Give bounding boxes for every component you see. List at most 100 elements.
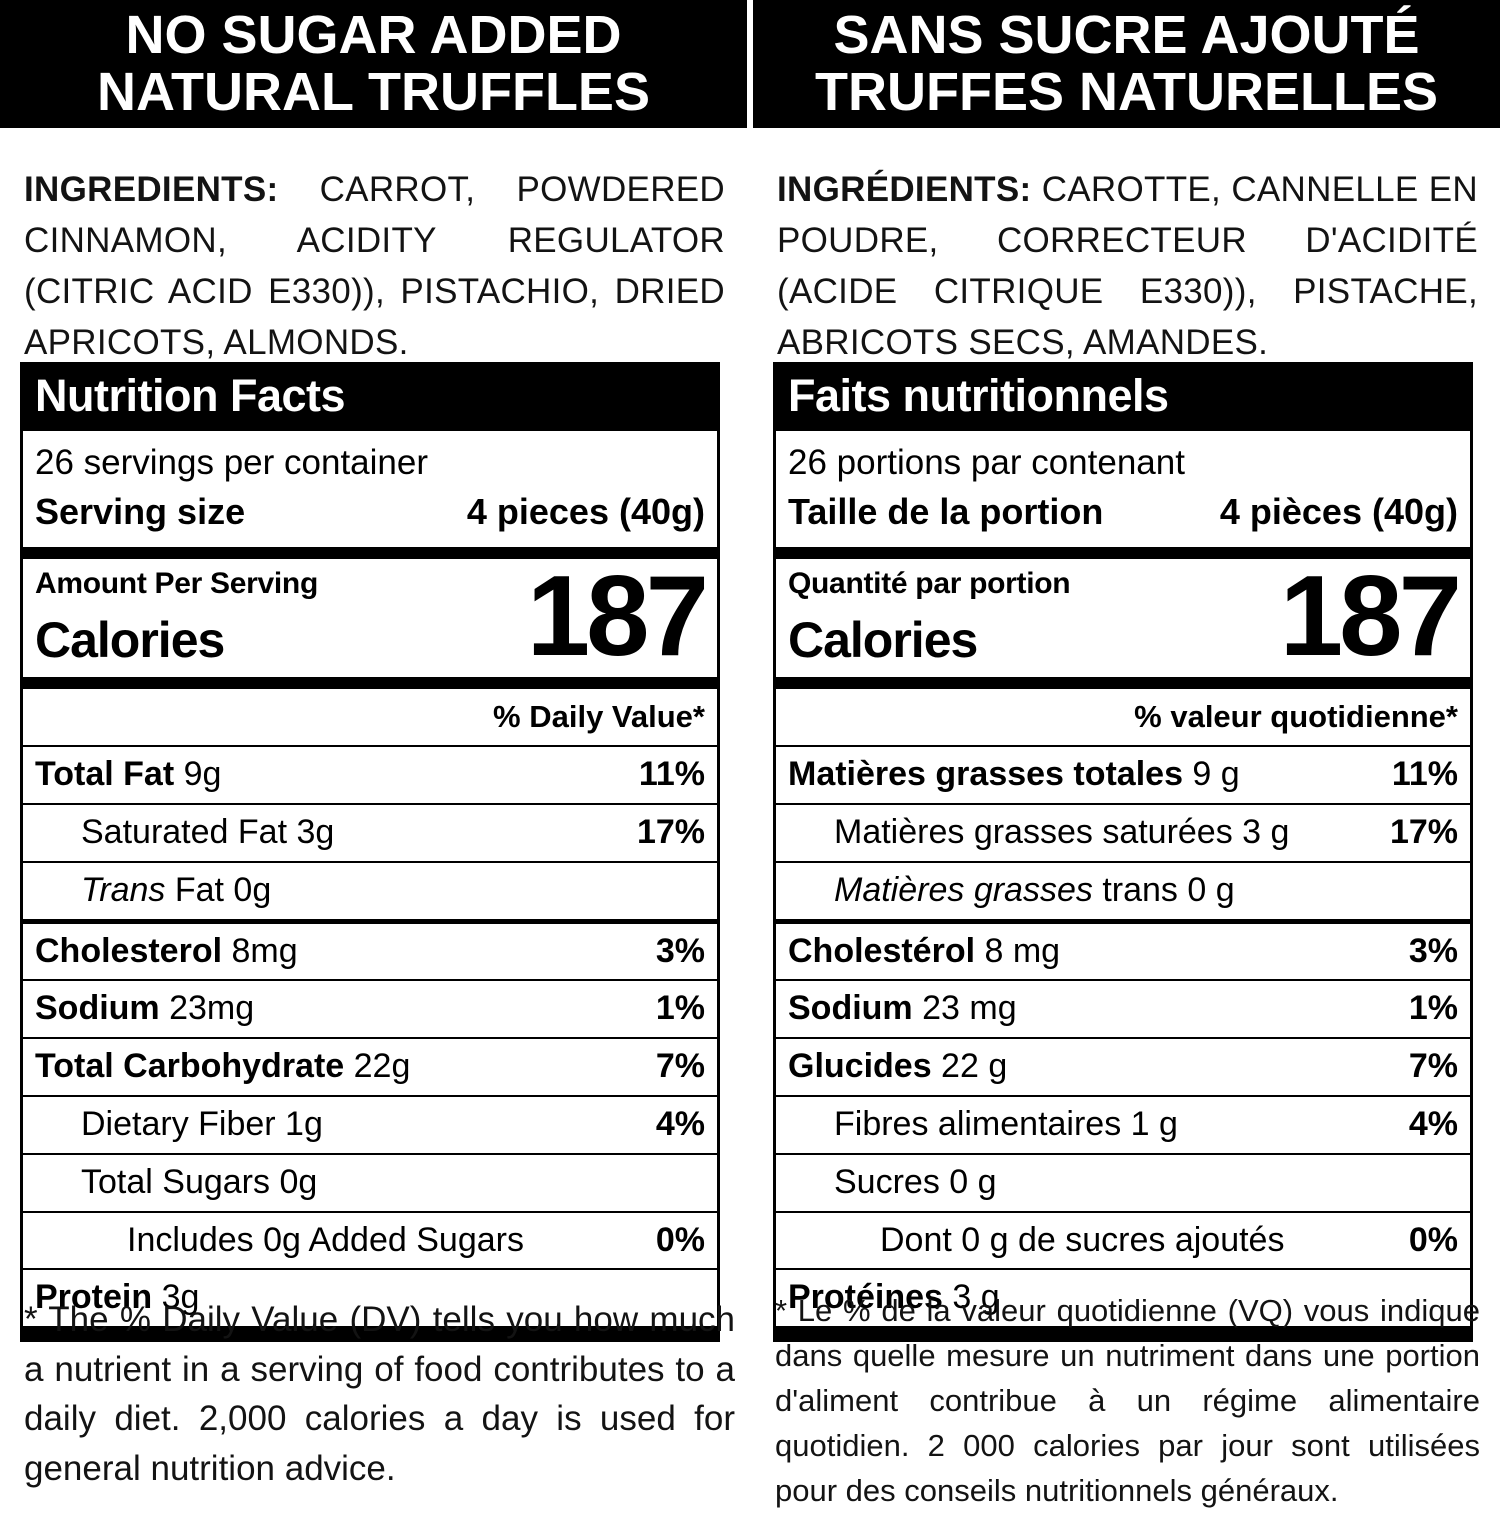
divider-bar	[776, 677, 1470, 690]
panel-bottom-bar	[23, 1326, 717, 1340]
ingredients-label: INGRÉDIENTS:	[777, 170, 1032, 209]
nutrient-percent: 3%	[1408, 931, 1458, 970]
nutrition-facts-panel-fr: Faits nutritionnels 26 portions par cont…	[773, 362, 1473, 1343]
ingredients-text: CAROTTE, CANNELLE EN POUDRE, CORRECTEUR …	[777, 170, 1478, 363]
nutrient-name-bold: Protéines	[788, 1278, 943, 1317]
nutrient-row-added-sugars: Includes 0g Added Sugars 0%	[23, 1210, 717, 1269]
nutrient-name: 9g	[174, 755, 222, 794]
calories-value: 187	[526, 553, 709, 680]
calories-label: Calories	[788, 612, 978, 668]
banner-line1: NO SUGAR ADDED	[125, 4, 622, 65]
amount-per-serving-label: Amount Per Serving	[35, 567, 318, 600]
nutrient-name: Dietary Fiber 1g	[81, 1105, 323, 1144]
nutrient-name: Fat 0g	[165, 870, 272, 909]
nutrient-name-bold: Matières grasses totales	[788, 755, 1183, 794]
nutrient-row-trans-fat-fr: Matières grasses trans 0 g	[776, 860, 1470, 919]
nutrient-row-protein-fr: Protéines 3 g	[776, 1268, 1470, 1326]
nutrient-name: Saturated Fat 3g	[81, 813, 335, 852]
banner-line1: SANS SUCRE AJOUTÉ	[833, 4, 1420, 65]
french-column: SANS SUCRE AJOUTÉ TRUFFES NATURELLES ING…	[753, 0, 1500, 1508]
nutrient-name-italic: Trans	[81, 870, 166, 909]
nutrient-name: Includes 0g Added Sugars	[127, 1220, 524, 1259]
serving-size-row: Serving size 4 pieces (40g)	[23, 483, 717, 547]
nutrient-name: 3g	[152, 1278, 200, 1317]
calories-value: 187	[1279, 553, 1462, 680]
divider-bar	[23, 677, 717, 690]
nutrient-name-bold: Protein	[35, 1278, 153, 1317]
banner-line2: TRUFFES NATURELLES	[815, 62, 1438, 122]
product-banner-en: NO SUGAR ADDED NATURAL TRUFFLES	[0, 0, 747, 128]
nutrient-name: 3 g	[942, 1278, 1000, 1317]
nutrient-name-bold: Sodium	[788, 989, 913, 1028]
daily-value-footnote-fr: * Le % de la valeur quotidienne (VQ) vou…	[775, 1293, 1480, 1508]
nutrient-name: 9 g	[1182, 755, 1240, 794]
ingredients-paragraph-fr: INGRÉDIENTS: CAROTTE, CANNELLE EN POUDRE…	[777, 164, 1478, 368]
serving-size-value: 4 pieces (40g)	[466, 491, 705, 532]
nutrient-row-total-fat: Total Fat 9g 11%	[23, 745, 717, 803]
ingredients-label: INGREDIENTS:	[24, 170, 279, 209]
nutrient-row-added-sugars-fr: Dont 0 g de sucres ajoutés 0%	[776, 1210, 1470, 1269]
nutrient-percent: 3%	[655, 931, 705, 970]
nutrient-row-total-sugars-fr: Sucres 0 g	[776, 1152, 1470, 1211]
nutrient-row-total-sugars: Total Sugars 0g	[23, 1152, 717, 1211]
nutrient-name: Sucres 0 g	[834, 1162, 997, 1201]
product-banner-fr: SANS SUCRE AJOUTÉ TRUFFES NATURELLES	[753, 0, 1500, 128]
nutrient-name-bold: Cholestérol	[788, 931, 976, 970]
servings-per-container: 26 portions par contenant	[788, 443, 1185, 482]
nutrient-percent: 1%	[1408, 989, 1458, 1028]
nutrient-name: 8mg	[222, 931, 298, 970]
nutrient-name: 23mg	[159, 989, 255, 1028]
servings-per-container: 26 servings per container	[35, 443, 428, 482]
serving-size-value: 4 pièces (40g)	[1219, 491, 1458, 532]
nutrient-row-trans-fat: Trans Fat 0g	[23, 860, 717, 919]
nutrient-row-dietary-fiber-fr: Fibres alimentaires 1 g 4%	[776, 1095, 1470, 1153]
nutrient-percent: 0%	[1408, 1220, 1458, 1259]
nutrient-name: Dont 0 g de sucres ajoutés	[880, 1220, 1285, 1259]
nutrient-name-bold: Cholesterol	[35, 931, 223, 970]
nutrient-name-bold: Total Carbohydrate	[35, 1047, 345, 1086]
nutrient-name-italic: Matières grasses	[834, 870, 1093, 909]
ingredients-paragraph-en: INGREDIENTS: CARROT, POWDERED CINNAMON, …	[24, 164, 725, 368]
nutrient-row-dietary-fiber: Dietary Fiber 1g 4%	[23, 1095, 717, 1153]
nutrient-name: 8 mg	[975, 931, 1061, 970]
nutrient-name-bold: Total Fat	[35, 755, 175, 794]
nutrient-row-total-carbohydrate-fr: Glucides 22 g 7%	[776, 1037, 1470, 1095]
nutrient-name: Matières grasses saturées 3 g	[834, 813, 1290, 852]
nutrient-percent: 11%	[1391, 755, 1458, 794]
nutrient-name: Fibres alimentaires 1 g	[834, 1105, 1178, 1144]
calories-label: Calories	[35, 612, 225, 668]
nutrient-row-cholesterol-fr: Cholestérol 8 mg 3%	[776, 918, 1470, 980]
divider-bar	[776, 547, 1470, 559]
nutrient-row-saturated-fat-fr: Matières grasses saturées 3 g 17%	[776, 803, 1470, 861]
nutrient-name: 22g	[344, 1047, 411, 1086]
amount-per-serving-label: Quantité par portion	[788, 567, 1071, 600]
english-column: NO SUGAR ADDED NATURAL TRUFFLES INGREDIE…	[0, 0, 747, 1500]
banner-line2: NATURAL TRUFFLES	[97, 62, 650, 122]
ingredients-text: CARROT, POWDERED CINNAMON, ACIDITY REGUL…	[24, 170, 725, 363]
nutrient-name-bold: Sodium	[35, 989, 160, 1028]
nutrient-percent: 17%	[1389, 813, 1458, 852]
daily-value-footnote-en: * The % Daily Value (DV) tells you how m…	[24, 1300, 735, 1489]
nutrient-row-sodium: Sodium 23mg 1%	[23, 979, 717, 1037]
nutrient-percent: 1%	[655, 989, 705, 1028]
calories-block: Amount Per Serving Calories 187	[23, 559, 717, 677]
daily-value-header: % Daily Value*	[493, 699, 705, 735]
nutrient-name: 23 mg	[912, 989, 1017, 1028]
nutrition-facts-panel-en: Nutrition Facts 26 servings per containe…	[20, 362, 720, 1343]
nutrient-row-saturated-fat: Saturated Fat 3g 17%	[23, 803, 717, 861]
serving-size-label: Taille de la portion	[788, 491, 1104, 532]
panel-bottom-bar	[776, 1326, 1470, 1340]
nutrient-percent: 11%	[638, 755, 705, 794]
serving-size-row: Taille de la portion 4 pièces (40g)	[776, 483, 1470, 547]
serving-size-label: Serving size	[35, 491, 246, 532]
nutrient-row-total-fat-fr: Matières grasses totales 9 g 11%	[776, 745, 1470, 803]
nutrient-row-cholesterol: Cholesterol 8mg 3%	[23, 918, 717, 980]
divider-bar	[23, 547, 717, 559]
panel-title: Faits nutritionnels	[776, 365, 1470, 431]
nutrient-row-protein: Protein 3g	[23, 1268, 717, 1326]
nutrient-percent: 0%	[655, 1220, 705, 1259]
panel-title: Nutrition Facts	[23, 365, 717, 431]
nutrient-name: Total Sugars 0g	[81, 1162, 318, 1201]
nutrient-row-total-carbohydrate: Total Carbohydrate 22g 7%	[23, 1037, 717, 1095]
calories-block: Quantité par portion Calories 187	[776, 559, 1470, 677]
